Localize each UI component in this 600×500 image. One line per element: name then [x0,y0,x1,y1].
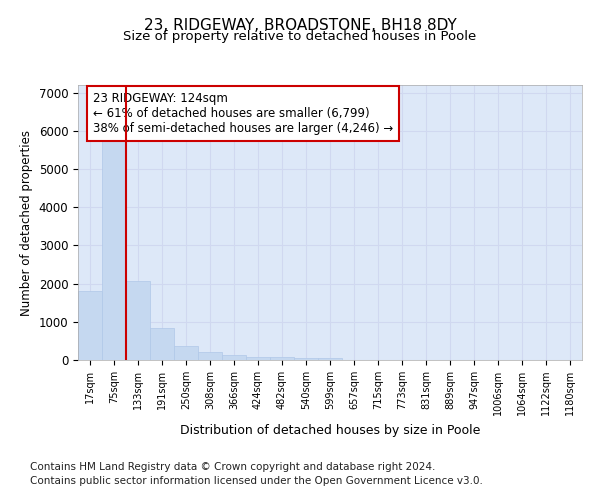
Bar [150,328,174,360]
X-axis label: Distribution of detached houses by size in Poole: Distribution of detached houses by size … [180,424,480,436]
Y-axis label: Number of detached properties: Number of detached properties [20,130,33,316]
Bar [174,346,198,360]
Bar [198,352,222,360]
Text: Size of property relative to detached houses in Poole: Size of property relative to detached ho… [124,30,476,43]
Text: 23 RIDGEWAY: 124sqm
← 61% of detached houses are smaller (6,799)
38% of semi-det: 23 RIDGEWAY: 124sqm ← 61% of detached ho… [93,92,394,135]
Bar [222,355,246,360]
Text: 23, RIDGEWAY, BROADSTONE, BH18 8DY: 23, RIDGEWAY, BROADSTONE, BH18 8DY [143,18,457,32]
Text: Contains public sector information licensed under the Open Government Licence v3: Contains public sector information licen… [30,476,483,486]
Bar [270,357,294,360]
Bar [318,358,342,360]
Bar [102,140,126,360]
Text: Contains HM Land Registry data © Crown copyright and database right 2024.: Contains HM Land Registry data © Crown c… [30,462,436,472]
Bar [126,282,150,360]
Bar [246,356,270,360]
Bar [294,358,318,360]
Bar [78,291,102,360]
